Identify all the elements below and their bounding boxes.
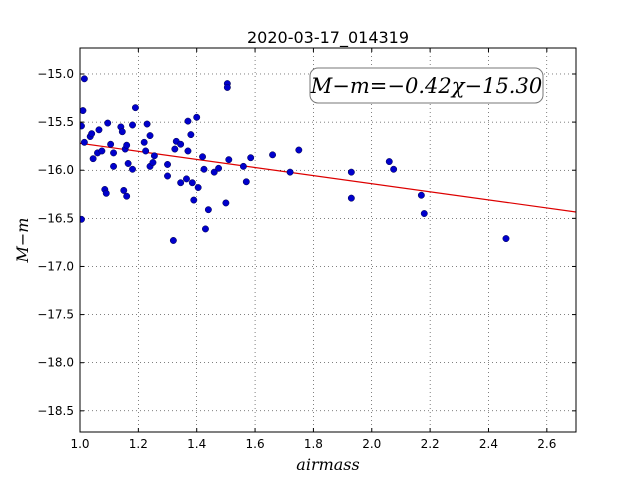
plot-frame xyxy=(79,47,577,433)
y-tick-label: −17.0 xyxy=(37,259,74,273)
y-tick-label: −16.0 xyxy=(37,163,74,177)
data-point xyxy=(110,162,118,170)
y-tick-label: −17.5 xyxy=(37,308,74,322)
chart-title: 2020-03-17_014319 xyxy=(247,28,409,48)
annotation-box xyxy=(309,67,544,104)
data-point xyxy=(247,154,255,162)
data-point xyxy=(124,160,132,167)
data-point xyxy=(286,168,294,176)
plot-area xyxy=(80,48,576,432)
y-tick-label: −18.0 xyxy=(37,356,74,370)
data-point xyxy=(210,168,218,176)
data-point xyxy=(142,147,150,155)
data-point xyxy=(222,199,230,207)
data-point xyxy=(140,138,148,146)
fit-equation: M−m=−0.42χ−15.30 xyxy=(310,74,542,98)
y-axis-label: M−m xyxy=(13,218,32,264)
x-tick-label: 2.4 xyxy=(479,437,498,451)
data-point xyxy=(193,113,201,121)
data-point xyxy=(80,75,88,83)
y-tick-label: −18.5 xyxy=(37,404,74,418)
data-point xyxy=(190,196,198,204)
data-point xyxy=(120,186,128,194)
x-tick-label: 2.0 xyxy=(362,437,381,451)
data-point xyxy=(420,210,428,217)
data-point xyxy=(225,156,233,164)
data-point xyxy=(123,192,131,200)
data-point xyxy=(385,158,393,166)
data-point xyxy=(95,126,103,134)
data-point xyxy=(200,165,208,173)
data-point xyxy=(347,168,355,176)
fit-annotation: M−m=−0.42χ−15.30 xyxy=(309,67,544,104)
y-tick-label: −15.5 xyxy=(37,115,74,129)
data-point xyxy=(215,164,223,172)
data-point xyxy=(242,178,250,186)
x-axis-label: airmass xyxy=(296,455,359,474)
x-tick-label: 2.2 xyxy=(421,437,440,451)
data-point xyxy=(131,104,139,112)
data-point xyxy=(239,162,247,170)
data-point xyxy=(269,151,277,159)
x-axis: 1.0 1.2 1.4 1.6 1.8 2.0 2.2 2.4 2.6 xyxy=(70,48,556,451)
data-point xyxy=(347,194,355,202)
data-point xyxy=(104,119,112,127)
data-point xyxy=(417,191,425,199)
x-tick-label: 1.4 xyxy=(187,437,206,451)
data-point xyxy=(118,128,126,136)
data-point xyxy=(194,184,202,191)
data-point xyxy=(390,165,398,173)
x-tick-label: 1.8 xyxy=(304,437,323,451)
data-point xyxy=(202,225,209,233)
data-point xyxy=(502,235,510,243)
data-point xyxy=(88,130,96,138)
fit-line xyxy=(80,142,576,213)
data-point xyxy=(184,147,192,155)
data-point xyxy=(98,147,106,155)
data-point xyxy=(102,189,110,197)
x-tick-label: 2.6 xyxy=(537,437,556,451)
data-point xyxy=(123,141,131,149)
data-point xyxy=(187,131,195,139)
x-tick-label: 1.2 xyxy=(129,437,148,451)
data-point xyxy=(164,172,171,180)
data-point xyxy=(110,149,118,157)
data-point xyxy=(89,155,97,163)
x-tick-label: 1.6 xyxy=(246,437,265,451)
data-point xyxy=(129,121,136,129)
data-point xyxy=(80,138,88,146)
data-point xyxy=(164,161,171,168)
data-point xyxy=(199,153,206,161)
data-point xyxy=(80,122,85,130)
data-point xyxy=(183,175,190,183)
y-axis: −15.0 −15.5 −16.0 −16.5 −17.0 −17.5 −18.0 −18.5 xyxy=(37,67,576,418)
data-point xyxy=(177,179,185,187)
data-point xyxy=(143,120,151,128)
data-point xyxy=(146,132,154,140)
data-point xyxy=(149,159,157,166)
data-point xyxy=(129,165,136,173)
data-point xyxy=(204,206,212,214)
data-point xyxy=(177,140,185,148)
data-point xyxy=(223,84,231,91)
data-point xyxy=(169,237,177,244)
y-tick-label: −16.5 xyxy=(37,211,74,225)
data-point xyxy=(188,179,196,187)
y-tick-label: −15.0 xyxy=(37,67,74,81)
x-tick-label: 1.0 xyxy=(70,437,89,451)
data-point xyxy=(150,152,158,160)
data-point xyxy=(80,215,85,223)
data-point xyxy=(80,107,87,115)
data-marks xyxy=(80,75,576,244)
data-point xyxy=(295,146,303,154)
data-point xyxy=(171,145,179,153)
data-point xyxy=(107,140,115,148)
data-point xyxy=(184,117,192,125)
